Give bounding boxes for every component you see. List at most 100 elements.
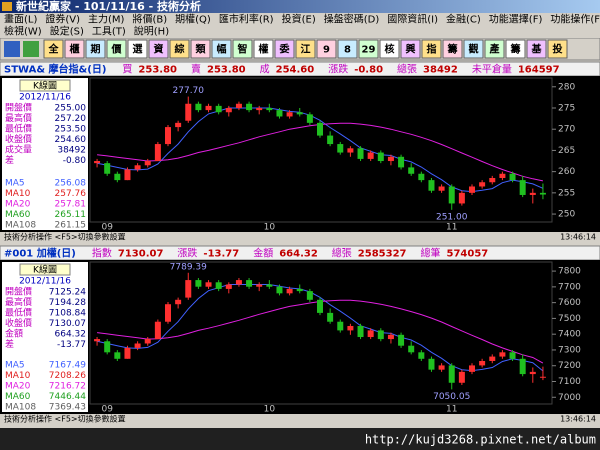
toolbar-button[interactable]: [253, 39, 274, 59]
toolbar-label[interactable]: 類: [195, 43, 207, 56]
quote-label: 指數: [92, 247, 112, 260]
info-value: 7130.07: [49, 319, 86, 329]
toolbar-button[interactable]: [337, 39, 358, 59]
menu-item[interactable]: 期權(Q): [175, 13, 211, 26]
toolbar-button[interactable]: [148, 39, 169, 59]
info-value: 7125.24: [49, 288, 86, 298]
toolbar-button[interactable]: [232, 39, 253, 59]
toolbar-button[interactable]: [526, 39, 547, 59]
toolbar-label[interactable]: 基: [531, 43, 543, 56]
tool-icon[interactable]: [23, 41, 39, 57]
toolbar-label[interactable]: 9: [323, 45, 330, 56]
toolbar-button[interactable]: [295, 39, 316, 59]
toolbar-label[interactable]: 選: [133, 43, 143, 56]
toolbar-label[interactable]: 櫃: [70, 43, 80, 56]
toolbar-button[interactable]: [316, 39, 337, 59]
toolbar-label[interactable]: 觀: [469, 43, 479, 56]
toolbar-label[interactable]: 期: [91, 43, 101, 56]
toolbar-label[interactable]: 智: [238, 43, 248, 56]
toolbar-label[interactable]: 籌: [448, 43, 458, 56]
candle-body: [175, 122, 182, 128]
quote-value: 254.60: [276, 65, 315, 76]
toolbar-button[interactable]: [505, 39, 526, 59]
toolbar-label[interactable]: 29: [362, 45, 376, 56]
toolbar-label[interactable]: 投: [553, 43, 563, 56]
toolbar-label[interactable]: 核: [385, 43, 395, 56]
toolbar-label[interactable]: 8: [344, 45, 351, 56]
quote-label: 賣: [191, 63, 201, 76]
candle-body: [347, 325, 354, 331]
toolbar-button[interactable]: [106, 39, 127, 59]
candle-body: [266, 284, 273, 287]
candle-body: [215, 282, 222, 289]
toolbar-button[interactable]: [484, 39, 505, 59]
ma-value: 7167.49: [49, 361, 86, 371]
candle-body: [104, 163, 111, 174]
toolbar-button[interactable]: [85, 39, 106, 59]
menu-item[interactable]: 主力(M): [88, 13, 125, 26]
candle-body: [154, 321, 161, 340]
toolbar-button[interactable]: [463, 39, 484, 59]
y-tick-label: 265: [558, 146, 575, 156]
toolbar-label[interactable]: 幅: [217, 43, 227, 56]
toolbar-label[interactable]: 江: [301, 43, 311, 56]
toolbar-button[interactable]: [358, 39, 379, 59]
panel-name: #001 加權(日): [4, 247, 76, 260]
menu-item[interactable]: 功能操作(F): [550, 13, 600, 26]
x-tick-label: 10: [264, 223, 276, 233]
menu-item[interactable]: 投資(E): [282, 13, 316, 26]
toolbar-button[interactable]: [127, 39, 148, 59]
candle-body: [539, 192, 546, 195]
toolbar-button[interactable]: [190, 39, 211, 59]
info-value: -0.80: [63, 156, 87, 166]
menu-item[interactable]: 操盤密碼(D): [324, 13, 380, 26]
candle-body: [286, 288, 293, 294]
menu-item[interactable]: 工具(T): [92, 26, 126, 38]
toolbar-label[interactable]: 權: [259, 43, 269, 56]
menu-item[interactable]: 金融(C): [446, 13, 481, 26]
candle-body: [114, 173, 121, 181]
toolbar-button[interactable]: [274, 39, 295, 59]
ma-label: MA10: [5, 371, 31, 381]
toolbar-button[interactable]: [64, 39, 85, 59]
toolbar-label[interactable]: 全: [48, 43, 60, 56]
status-time: 13:46:14: [560, 233, 596, 242]
x-tick-label: 10: [264, 405, 276, 415]
toolbar-button[interactable]: [43, 39, 64, 59]
toolbar-label[interactable]: 委: [279, 43, 291, 56]
toolbar-label[interactable]: 資: [154, 43, 164, 56]
toolbar-label[interactable]: 價: [111, 43, 123, 56]
info-title-box: [19, 263, 71, 276]
toolbar-button[interactable]: [400, 39, 421, 59]
toolbar-label[interactable]: 籌: [511, 43, 521, 56]
toolbar-button[interactable]: [379, 39, 400, 59]
menu-item[interactable]: 畫面(L): [4, 13, 37, 26]
toolbar-label[interactable]: 綜: [175, 43, 185, 56]
toolbar-label[interactable]: 指: [427, 43, 437, 56]
menu-item[interactable]: 檢視(W): [4, 25, 42, 38]
quote-label: 漲跌: [177, 247, 197, 260]
toolbar-button[interactable]: [442, 39, 463, 59]
menu-item[interactable]: 將價(B): [132, 13, 167, 26]
toolbar-button[interactable]: [421, 39, 442, 59]
toolbar-button[interactable]: [169, 39, 190, 59]
candle-body: [327, 135, 334, 145]
toolbar-button[interactable]: [211, 39, 232, 59]
candle-body: [357, 148, 364, 159]
menu-item[interactable]: 設定(S): [50, 25, 84, 38]
menu-item[interactable]: 說明(H): [134, 25, 169, 38]
menu-item[interactable]: 匯市利率(R): [219, 13, 274, 26]
quote-label: 總張: [332, 247, 352, 260]
quote-value: 38492: [423, 65, 458, 76]
menu-item[interactable]: 國際資訊(I): [387, 13, 438, 26]
y-tick-label: 7300: [558, 345, 581, 355]
ma-label: MA60: [5, 210, 31, 220]
menu-item[interactable]: 證券(V): [45, 13, 80, 26]
ma-label: MA108: [5, 403, 36, 413]
tool-icon[interactable]: [4, 41, 20, 57]
toolbar-label[interactable]: 興: [406, 43, 416, 56]
menu-item[interactable]: 功能選擇(F): [489, 13, 543, 26]
toolbar-label[interactable]: 產: [489, 43, 500, 56]
toolbar-button[interactable]: [547, 39, 568, 59]
